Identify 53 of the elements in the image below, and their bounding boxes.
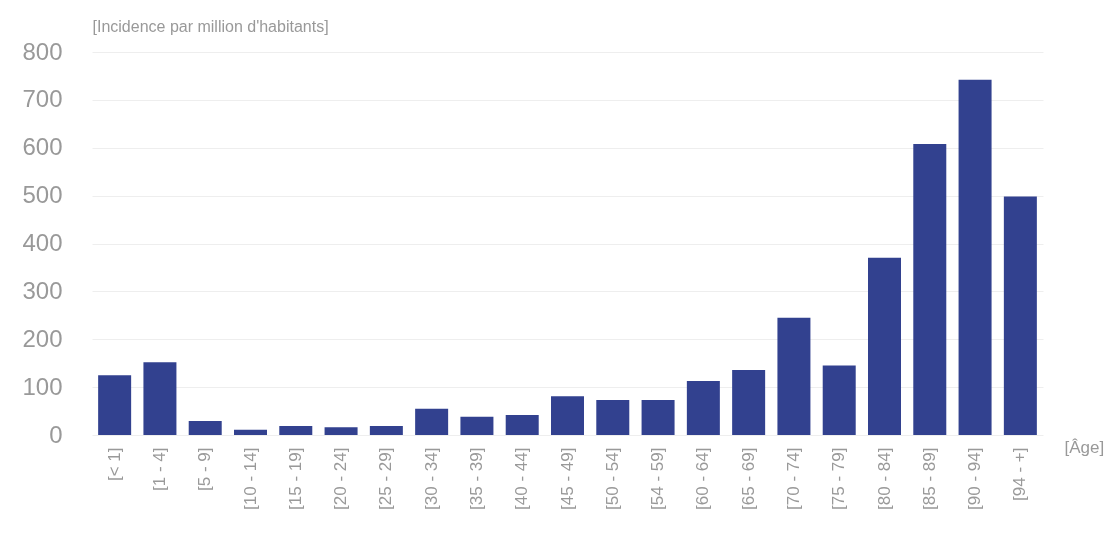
x-tick-label: [54 - 59] bbox=[648, 447, 668, 510]
x-tick-label: [20 - 24] bbox=[331, 447, 351, 510]
bar bbox=[324, 427, 358, 435]
x-tick-label: [94 - +] bbox=[1010, 447, 1030, 501]
x-tick-label: [10 - 14] bbox=[240, 447, 260, 510]
x-tick-label: [80 - 84] bbox=[874, 447, 894, 510]
bar bbox=[686, 380, 720, 435]
x-axis-title: [Âge] bbox=[1064, 437, 1105, 457]
y-tick-label: 600 bbox=[22, 133, 63, 161]
x-tick-label: [40 - 44] bbox=[512, 447, 532, 510]
y-tick-label: 800 bbox=[22, 37, 63, 65]
bar bbox=[98, 375, 132, 435]
bar bbox=[188, 421, 222, 435]
bar bbox=[551, 396, 584, 435]
x-tick-label: [5 - 9] bbox=[195, 447, 215, 491]
x-tick-label: [1 - 4] bbox=[149, 447, 169, 491]
bar bbox=[777, 317, 811, 435]
x-tick-label: [60 - 64] bbox=[693, 447, 713, 510]
bar bbox=[143, 362, 177, 435]
bar bbox=[596, 400, 630, 435]
y-tick-label: 300 bbox=[22, 276, 63, 304]
y-tick-label: 200 bbox=[22, 324, 63, 352]
bar bbox=[732, 369, 766, 435]
bar bbox=[868, 257, 901, 435]
x-tick-label: [35 - 39] bbox=[466, 447, 486, 510]
x-tick-label: [70 - 74] bbox=[783, 447, 803, 510]
x-tick-label: [85 - 89] bbox=[919, 447, 939, 510]
x-tick-label: [50 - 54] bbox=[602, 447, 622, 510]
x-tick-label: [30 - 34] bbox=[421, 447, 441, 510]
bar bbox=[505, 414, 539, 435]
bar bbox=[234, 429, 267, 435]
x-tick-label: [90 - 94] bbox=[965, 447, 985, 510]
bar bbox=[415, 408, 449, 435]
bar bbox=[369, 425, 403, 435]
y-tick-label: 400 bbox=[22, 229, 63, 256]
bar bbox=[1003, 196, 1037, 435]
y-tick-label: 0 bbox=[49, 420, 63, 448]
x-tick-label: [25 - 29] bbox=[376, 447, 396, 510]
y-tick-label: 700 bbox=[22, 85, 63, 113]
x-tick-label: [15 - 19] bbox=[285, 447, 305, 510]
bar bbox=[913, 143, 947, 435]
y-tick-label: 500 bbox=[22, 181, 63, 209]
bar bbox=[460, 416, 494, 435]
x-tick-label: [75 - 79] bbox=[829, 447, 849, 510]
x-tick-label: [45 - 49] bbox=[557, 447, 577, 510]
x-tick-label: [< 1] bbox=[104, 447, 124, 482]
y-tick-label: 100 bbox=[22, 372, 63, 400]
bar bbox=[822, 365, 856, 435]
x-tick-label: [65 - 69] bbox=[738, 447, 758, 510]
bar bbox=[641, 400, 675, 435]
y-axis-title: [Incidence par million d'habitants] bbox=[92, 17, 329, 35]
bar bbox=[279, 425, 313, 435]
bar bbox=[958, 79, 992, 435]
